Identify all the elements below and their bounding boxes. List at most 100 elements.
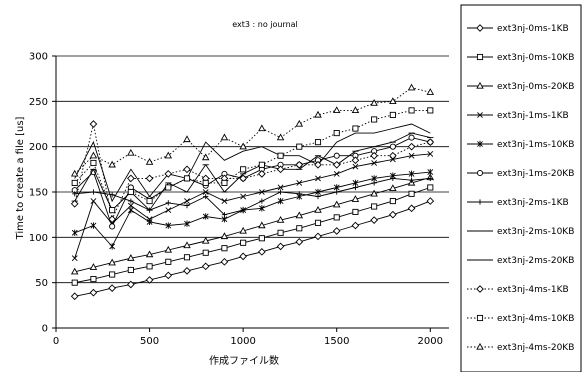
data-point (296, 143, 303, 150)
legend-marker (476, 81, 484, 89)
series-line (74, 137, 431, 228)
data-point (408, 134, 415, 141)
data-point (315, 193, 321, 200)
data-point (370, 216, 378, 224)
x-tick-label: 2000 (418, 336, 443, 347)
data-point (109, 223, 116, 230)
legend-label: ext3nj-4ms-1KB (497, 285, 569, 295)
y-tick-label: 250 (29, 97, 48, 108)
y-tick-label: 100 (29, 233, 48, 244)
data-point (109, 243, 116, 250)
legend-item: ext3nj-0ms-10KB (467, 53, 574, 63)
legend-label: ext3nj-0ms-1KB (497, 24, 569, 34)
data-point (127, 254, 135, 261)
data-point (164, 151, 173, 159)
series-line (74, 200, 431, 297)
data-point (146, 263, 153, 270)
data-point (426, 138, 435, 146)
data-point (371, 180, 377, 186)
data-point (220, 232, 229, 240)
data-point (370, 189, 378, 197)
data-point (295, 238, 304, 246)
data-point (221, 179, 228, 186)
data-point (408, 177, 415, 183)
data-point (240, 207, 246, 213)
data-point (71, 279, 78, 286)
data-point (89, 120, 98, 128)
series-ext3nj-4ms-10KB (71, 107, 434, 214)
data-point (333, 130, 340, 137)
data-point (239, 174, 247, 183)
data-point (164, 271, 173, 280)
data-point (146, 198, 153, 205)
legend-item: ext3nj-0ms-1KB (467, 24, 569, 34)
data-point (165, 258, 172, 265)
series-ext3nj-0ms-10KB (71, 184, 434, 286)
data-point (221, 212, 228, 218)
legend: ext3nj-0ms-1KB ext3nj-0ms-10KB ext3nj-0ms-… (460, 4, 582, 372)
data-point (315, 175, 321, 182)
x-axis-label: 作成ファイル数 (209, 354, 279, 367)
data-point (202, 179, 209, 186)
data-point (71, 229, 78, 236)
data-point (389, 111, 396, 118)
data-point (426, 88, 435, 95)
legend-label: ext3nj-4ms-20KB (497, 343, 574, 353)
data-point (90, 189, 97, 195)
data-point (145, 174, 154, 183)
data-point (426, 197, 435, 205)
data-point (276, 133, 285, 141)
data-point (333, 214, 340, 221)
data-point (221, 198, 228, 204)
data-point (277, 184, 284, 191)
series-group (70, 83, 435, 301)
data-point (332, 227, 341, 235)
data-point (201, 262, 210, 271)
data-point (127, 174, 135, 183)
data-point (389, 97, 397, 104)
data-point (389, 151, 397, 160)
data-point (165, 207, 172, 214)
axes (52, 55, 449, 332)
x-tick-label: 500 (140, 336, 159, 347)
legend-label: ext3nj-2ms-20KB (497, 256, 574, 266)
legend-label: ext3nj-0ms-20KB (497, 82, 574, 92)
data-point (407, 142, 416, 151)
data-point (165, 184, 172, 191)
data-point (128, 198, 134, 204)
data-point (258, 205, 265, 212)
data-point (183, 165, 191, 174)
data-point (258, 124, 266, 132)
data-point (295, 119, 304, 127)
legend-label: ext3nj-1ms-10KB (497, 140, 574, 150)
data-point (407, 204, 416, 213)
legend-item: ext3nj-2ms-1KB (467, 198, 569, 208)
data-point (370, 151, 378, 160)
data-point (276, 165, 285, 174)
data-point (371, 203, 378, 210)
series-line (74, 87, 431, 175)
data-point (352, 125, 359, 132)
y-tick-label: 300 (29, 52, 48, 63)
legend-item: ext3nj-2ms-20KB (467, 256, 574, 266)
data-point (277, 189, 284, 195)
legend-marker (477, 140, 483, 148)
data-point (184, 220, 190, 227)
data-point (183, 241, 191, 249)
legend-label: ext3nj-0ms-10KB (497, 53, 574, 63)
x-tick-label: 1500 (324, 336, 349, 347)
legend-marker (476, 24, 484, 32)
data-point (183, 135, 191, 143)
data-point (203, 193, 209, 200)
legend-item: ext3nj-2ms-10KB (467, 227, 574, 237)
data-point (183, 267, 191, 275)
legend-label: ext3nj-2ms-10KB (497, 227, 574, 237)
series-ext3nj-2ms-20KB (74, 123, 431, 203)
legend-marker (476, 342, 484, 350)
data-point (259, 198, 265, 204)
legend-item: ext3nj-4ms-1KB (467, 285, 569, 295)
data-point (108, 284, 116, 292)
series-line (74, 171, 431, 248)
data-point (127, 206, 134, 214)
data-point (239, 252, 247, 261)
